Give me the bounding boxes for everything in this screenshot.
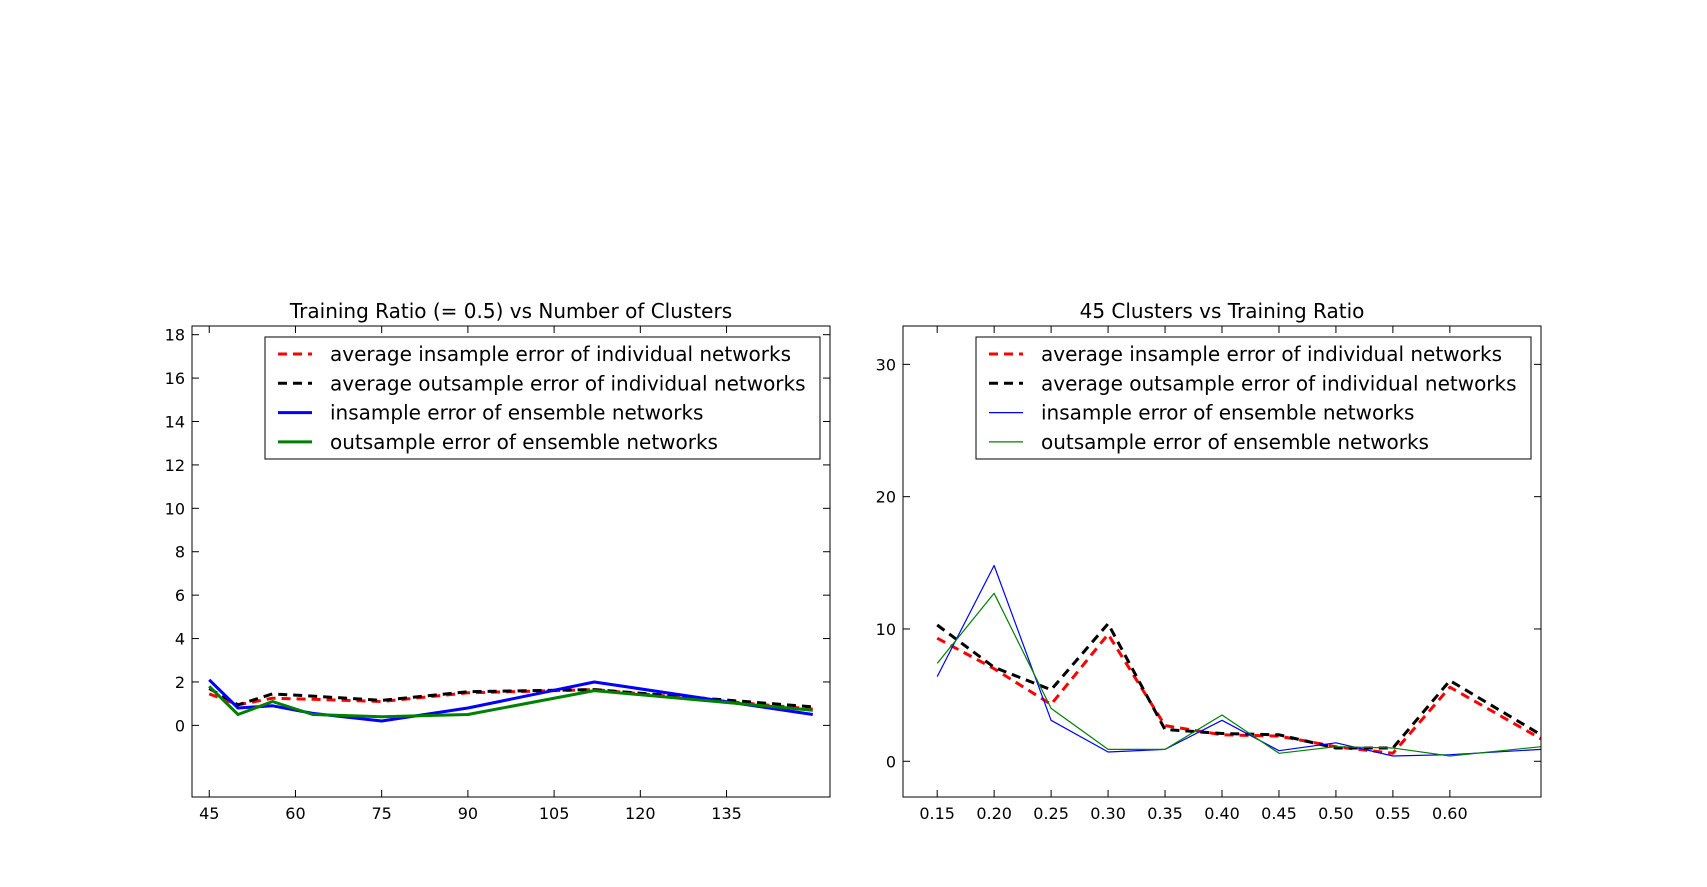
series-line: [208, 685, 813, 719]
series-line: [936, 632, 1541, 755]
x-tick-label: 0.35: [1147, 804, 1183, 823]
legend-box: [975, 336, 1532, 460]
legend-label: outsample error of ensemble networks: [330, 430, 718, 454]
x-tick-label: 75: [371, 804, 391, 823]
x-tick-label: 135: [711, 804, 742, 823]
x-tick-label: 0.15: [919, 804, 955, 823]
x-tick-label: 0.45: [1261, 804, 1297, 823]
x-tick-label: 90: [458, 804, 478, 823]
x-tick-label: 0.30: [1090, 804, 1126, 823]
legend-label: insample error of ensemble networks: [330, 401, 703, 425]
legend: average insample error of individual net…: [975, 336, 1532, 460]
x-tick-label: 60: [285, 804, 305, 823]
x-tick-label: 0.50: [1318, 804, 1354, 823]
y-tick-label: 8: [175, 543, 185, 562]
series-line: [208, 678, 814, 723]
series-line: [936, 622, 1541, 750]
y-tick-label: 30: [876, 355, 896, 374]
y-tick-label: 14: [165, 413, 185, 432]
y-tick-label: 18: [165, 326, 185, 345]
axes-frame: [902, 325, 1542, 798]
legend-label: average outsample error of individual ne…: [1041, 371, 1517, 395]
x-tick-label: 0.40: [1204, 804, 1240, 823]
legend: average insample error of individual net…: [264, 336, 821, 460]
y-tick-label: 4: [175, 630, 185, 649]
y-tick-label: 10: [876, 620, 896, 639]
y-tick-label: 0: [886, 752, 896, 771]
series-group: [936, 564, 1541, 757]
y-tick-label: 20: [876, 488, 896, 507]
legend-label: average insample error of individual net…: [1041, 342, 1502, 366]
x-tick-label: 0.20: [976, 804, 1012, 823]
x-tick-label: 0.25: [1033, 804, 1069, 823]
plot-clusters: Training Ratio (= 0.5) vs Number of Clus…: [165, 299, 831, 823]
y-tick-label: 10: [165, 499, 185, 518]
x-tick-label: 45: [199, 804, 219, 823]
legend-box: [264, 336, 821, 460]
y-tick-label: 6: [175, 586, 185, 605]
legend-label: outsample error of ensemble networks: [1041, 430, 1429, 454]
x-tick-label: 0.55: [1375, 804, 1411, 823]
plot-training-ratio: 45 Clusters vs Training Ratio 0.15 0.20 0.2…: [876, 299, 1542, 823]
chart-title: Training Ratio (= 0.5) vs Number of Clus…: [289, 299, 732, 323]
x-tick-label: 120: [625, 804, 656, 823]
chart-title: 45 Clusters vs Training Ratio: [1080, 299, 1365, 323]
x-tick-label: 105: [539, 804, 570, 823]
legend-label: insample error of ensemble networks: [1041, 401, 1414, 425]
y-tick-label: 0: [175, 716, 185, 735]
legend-label: average outsample error of individual ne…: [330, 371, 806, 395]
axes-frame: [191, 325, 831, 798]
series-line: [936, 592, 1541, 757]
x-tick-label: 0.60: [1432, 804, 1468, 823]
y-tick-label: 2: [175, 673, 185, 692]
series-group: [208, 678, 814, 723]
y-tick-label: 12: [165, 456, 185, 475]
legend-label: average insample error of individual net…: [330, 342, 791, 366]
y-tick-label: 16: [165, 369, 185, 388]
